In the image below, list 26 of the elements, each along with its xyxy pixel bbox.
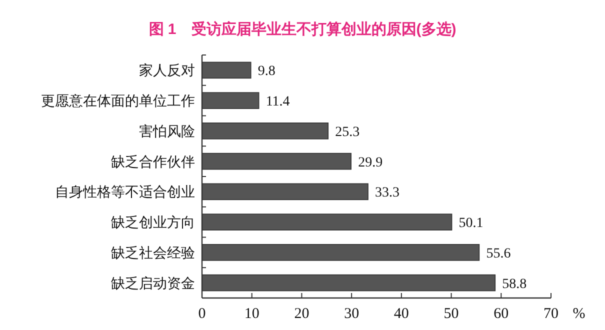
data-label: 58.8 [502,276,527,292]
data-label: 9.8 [258,64,276,80]
data-label: 33.3 [375,186,400,201]
tick-label: 70 [544,306,558,322]
tick-label: 50 [444,306,459,322]
category-label: 缺乏合作伙伴 [111,153,195,170]
data-label: 11.4 [266,94,290,110]
title: 图 1 受访应届毕业生不打算创业的原因(多选) [148,21,456,38]
category-label: 害怕风险 [139,122,195,139]
tick-label: 40 [394,306,409,322]
tick-label: 10 [244,306,260,322]
data-label: 50.1 [458,216,484,232]
category-label: 更愿意在体面的单位工作 [41,92,195,109]
category-label: 缺乏创业方向 [111,214,195,230]
data-label: 25.3 [335,124,360,140]
category-label: 自身性格等不适合创业 [55,184,195,200]
category-label: 缺乏启动资金 [111,274,195,291]
data-label: 29.9 [358,155,383,170]
tick-label: 60 [494,306,509,322]
tick-label: 30 [344,306,360,322]
tick-label: 0 [198,306,206,322]
category-label: 家人反对 [139,62,195,78]
data-label: 55.6 [486,246,511,262]
category-label: 缺乏社会经验 [111,244,195,260]
tick-label: 20 [294,306,310,322]
xlabel: % [572,306,586,322]
